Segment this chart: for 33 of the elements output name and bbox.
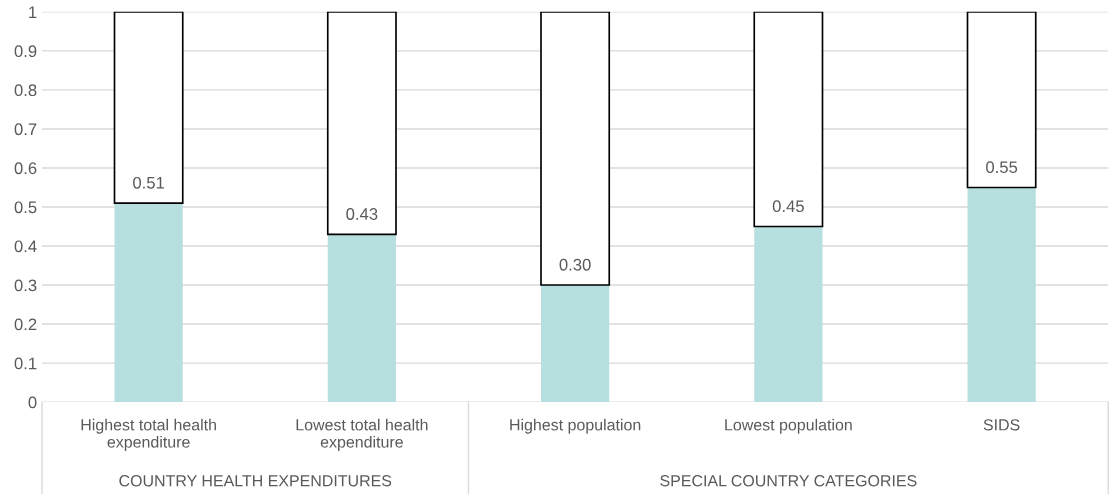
y-tick-label: 0.3 [14,279,37,292]
data-label: 0.30 [559,258,591,271]
y-tick-label: 0.6 [14,162,37,175]
y-tick-label: 0.4 [14,240,37,253]
bar [114,203,183,403]
x-tick-label: Lowest population [725,418,852,434]
text: COUNTRY HEALTH EXPENDITURES [119,475,392,487]
text: SPECIAL COUNTRY CATEGORIES [660,475,917,487]
y-tick-label: 0.9 [14,45,37,58]
y-tick-label: 0.7 [14,123,37,136]
data-label: 0.43 [346,208,378,220]
y-tick-label: 0 [28,396,37,409]
bar [541,285,610,403]
x-tick-label: SIDS [983,419,1020,431]
x-tick-label: Lowest total health expenditure [296,418,428,451]
bar [967,187,1036,403]
y-tick-label: 0.2 [14,318,37,331]
y-tick-label: 0.1 [14,357,37,370]
bar [113,11,184,204]
bar [754,226,823,403]
y-tick-label: 0.5 [14,201,37,214]
data-label: 0.51 [133,176,165,189]
data-label: 0.55 [986,161,1018,174]
data-label: 0.45 [772,200,804,213]
x-tick-label: Highest population [510,418,641,434]
y-tick-label: 0.8 [14,84,37,97]
bar [326,11,397,236]
bar [753,11,824,228]
bar [966,11,1037,189]
bar [540,11,611,286]
bar [327,234,396,403]
x-tick-label: Highest total health expenditure [81,418,216,451]
y-tick-label: 1 [29,6,37,18]
